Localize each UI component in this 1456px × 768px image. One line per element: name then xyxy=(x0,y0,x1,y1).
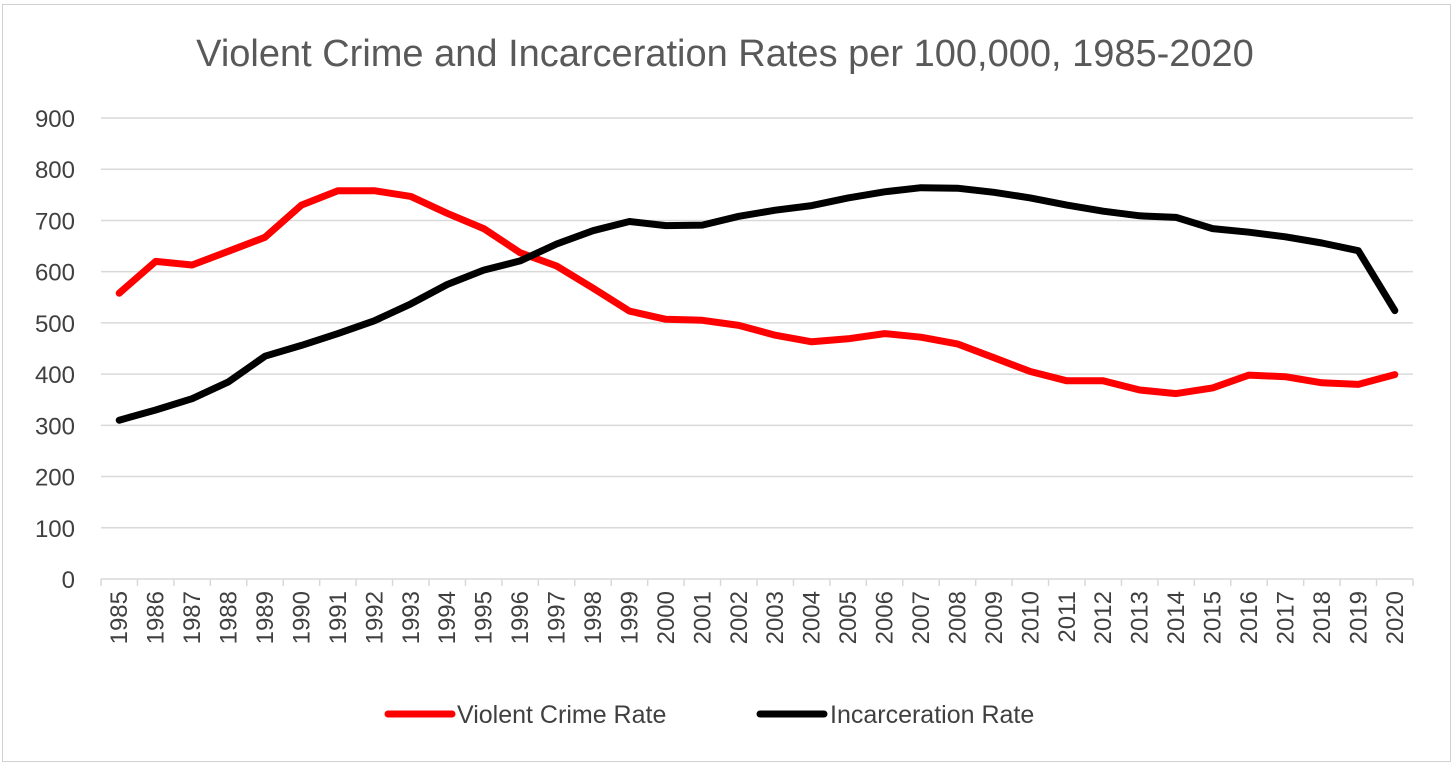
y-tick-label-300: 300 xyxy=(35,413,75,440)
x-tick-label-2001: 2001 xyxy=(689,591,716,644)
legend: Violent Crime Rate Incarceration Rate xyxy=(384,701,1034,729)
y-tick-label-100: 100 xyxy=(35,516,75,543)
y-tick-label-200: 200 xyxy=(35,465,75,492)
y-tick-label-500: 500 xyxy=(35,311,75,338)
legend-label-violent-crime: Violent Crime Rate xyxy=(457,701,666,729)
series-line-violent-crime xyxy=(115,187,1399,398)
y-tick-label-0: 0 xyxy=(62,567,75,594)
x-axis-ticks: 1985 1986 1987 1988 1989 1990 1991 1992 1993 1994… xyxy=(100,579,1414,644)
x-tick-label-2012: 2012 xyxy=(1090,591,1117,644)
x-tick-label-2003: 2003 xyxy=(762,591,789,644)
x-tick-label-1998: 1998 xyxy=(580,591,607,644)
x-tick-label-1989: 1989 xyxy=(252,591,279,644)
x-tick-label-1997: 1997 xyxy=(544,591,571,644)
x-tick-label-2007: 2007 xyxy=(908,591,935,644)
y-tick-label-700: 700 xyxy=(35,208,75,235)
x-tick-label-1996: 1996 xyxy=(507,591,534,644)
y-axis-ticks: 0 100 200 300 400 500 600 700 800 900 xyxy=(35,106,75,594)
y-tick-label-600: 600 xyxy=(35,260,75,287)
x-tick-label-2004: 2004 xyxy=(799,591,826,644)
y-tick-label-900: 900 xyxy=(35,106,75,133)
x-tick-label-2014: 2014 xyxy=(1163,591,1190,644)
x-tick-label-2017: 2017 xyxy=(1272,591,1299,644)
series-lines xyxy=(115,184,1399,424)
chart-title: Violent Crime and Incarceration Rates pe… xyxy=(196,33,1254,75)
legend-label-incarceration: Incarceration Rate xyxy=(830,701,1034,729)
x-tick-label-1987: 1987 xyxy=(179,591,206,644)
x-tick-label-1999: 1999 xyxy=(616,591,643,644)
chart-frame xyxy=(2,4,1451,762)
x-tick-label-1993: 1993 xyxy=(398,591,425,644)
x-tick-label-1994: 1994 xyxy=(434,591,461,644)
x-tick-label-2019: 2019 xyxy=(1345,591,1372,644)
x-tick-label-1995: 1995 xyxy=(471,591,498,644)
x-tick-label-1992: 1992 xyxy=(361,591,388,644)
y-tick-label-400: 400 xyxy=(35,362,75,389)
x-tick-label-2000: 2000 xyxy=(653,591,680,644)
x-tick-label-2010: 2010 xyxy=(1017,591,1044,644)
x-tick-label-2002: 2002 xyxy=(726,591,753,644)
x-tick-label-1988: 1988 xyxy=(216,591,243,644)
x-tick-label-2013: 2013 xyxy=(1127,591,1154,644)
x-tick-label-2008: 2008 xyxy=(944,591,971,644)
x-tick-label-2005: 2005 xyxy=(835,591,862,644)
x-tick-label-1990: 1990 xyxy=(288,591,315,644)
x-tick-label-2018: 2018 xyxy=(1309,591,1336,644)
x-tick-label-1991: 1991 xyxy=(325,591,352,644)
x-tick-label-1986: 1986 xyxy=(143,591,170,644)
x-tick-label-2016: 2016 xyxy=(1236,591,1263,644)
x-tick-label-2020: 2020 xyxy=(1382,591,1409,644)
x-tick-label-2009: 2009 xyxy=(981,591,1008,644)
x-tick-label-2011: 2011 xyxy=(1054,591,1081,643)
x-tick-label-2006: 2006 xyxy=(872,591,899,644)
y-tick-label-800: 800 xyxy=(35,157,75,184)
x-tick-label-2015: 2015 xyxy=(1200,591,1227,644)
series-line-incarceration xyxy=(115,184,1399,424)
x-tick-label-1985: 1985 xyxy=(106,591,133,644)
